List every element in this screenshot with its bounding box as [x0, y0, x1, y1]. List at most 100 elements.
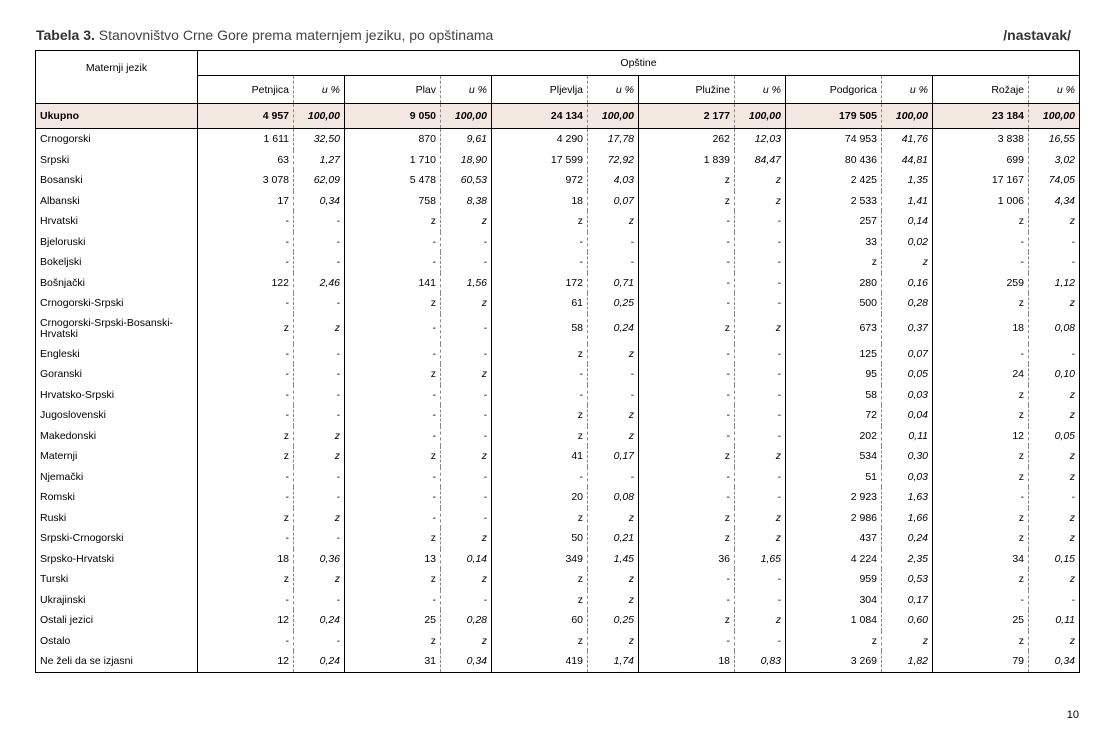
table-row: Turski z z z z z z - -959 0,53 z z: [36, 569, 1080, 590]
cell: -: [293, 211, 345, 232]
cell: 3 838: [932, 128, 1029, 150]
cell: 41,76: [881, 128, 933, 150]
group-header: Opštine: [197, 50, 1080, 76]
cell: z: [932, 211, 1029, 232]
cell: 80 436: [785, 149, 882, 170]
cell: -: [734, 343, 786, 364]
cell: 259: [932, 272, 1029, 293]
cell: 0,17: [881, 589, 933, 610]
cell: -: [638, 569, 735, 590]
cell: -: [293, 405, 345, 426]
cell: 0,24: [587, 313, 639, 344]
cell: z: [1028, 211, 1080, 232]
cell: z: [440, 528, 492, 549]
cell: z: [197, 569, 294, 590]
cell: 0,25: [587, 293, 639, 314]
cell: 0,11: [1028, 610, 1080, 631]
cell: z: [587, 589, 639, 610]
cell: z: [1028, 446, 1080, 467]
table-row: Ne želi da se izjasni 12 0,24 31 0,34 419 1,74…: [36, 651, 1080, 672]
row-label: Njemački: [40, 470, 84, 483]
cell: -: [440, 466, 492, 487]
cell: 141: [344, 272, 441, 293]
cell: 0,60: [881, 610, 933, 631]
cell: z: [587, 405, 639, 426]
cell: 0,04: [881, 405, 933, 426]
table-row: Ostalo - - z z z z - - z z z z: [36, 630, 1080, 651]
cell: 1 084: [785, 610, 882, 631]
cell: z: [1028, 466, 1080, 487]
row-label: Ukupno: [35, 103, 198, 129]
data-table: Maternji jezik Opštine Petnjica u % Plav u …: [35, 50, 1080, 673]
table-row: Srpski 63 1,27 1 710 18,90 17 599 72,92 1 839 84…: [36, 149, 1080, 170]
cell: -: [344, 425, 441, 446]
cell: 18: [197, 548, 294, 569]
logo: [30, 0, 60, 6]
table-row: Hrvatsko-Srpski - - - - - - - -58 0,03 z z: [36, 384, 1080, 405]
table-row: Crnogorski 1 611 32,50 870 9,61 4 290 17,78 262…: [36, 128, 1080, 150]
cell: -: [1028, 343, 1080, 364]
cell: -: [293, 589, 345, 610]
cell: -: [491, 252, 588, 273]
cell: 304: [785, 589, 882, 610]
cell: 51: [785, 466, 882, 487]
cell: -: [1028, 589, 1080, 610]
cell: 9,61: [440, 128, 492, 150]
cell: z: [587, 211, 639, 232]
cell: z: [1028, 405, 1080, 426]
cell: 61: [491, 293, 588, 314]
row-label: Jugoslovenski: [40, 409, 106, 422]
cell: 36: [638, 548, 735, 569]
row-label: Crnogorski: [40, 133, 91, 146]
cell: 58: [785, 384, 882, 405]
cell: 972: [491, 170, 588, 191]
column-header: u %: [734, 75, 786, 104]
cell: z: [587, 569, 639, 590]
cell: z: [491, 507, 588, 528]
cell: -: [587, 231, 639, 252]
cell: -: [440, 487, 492, 508]
cell: 1,63: [881, 487, 933, 508]
cell: 500: [785, 293, 882, 314]
cell: 172: [491, 272, 588, 293]
table-row: Maternji z z z z 41 0,17 z z 534 0,30 z z: [36, 446, 1080, 467]
cell: 33: [785, 231, 882, 252]
column-header: Plav: [344, 75, 441, 104]
cell: 63: [197, 149, 294, 170]
cell: 699: [932, 149, 1029, 170]
cell: -: [932, 343, 1029, 364]
cell: z: [638, 610, 735, 631]
cell: 34: [932, 548, 1029, 569]
cell: -: [932, 231, 1029, 252]
cell: 100,00: [881, 103, 933, 129]
cell: 9 050: [344, 103, 441, 129]
cell: 12,03: [734, 128, 786, 150]
table-row: Ukupno 4 957 100,00 9 050 100,00 24 134 100,00…: [35, 103, 1080, 129]
cell: -: [293, 293, 345, 314]
cell: z: [932, 446, 1029, 467]
cell: 0,24: [293, 610, 345, 631]
cell: z: [734, 446, 786, 467]
cell: 0,36: [293, 548, 345, 569]
cell: 2 533: [785, 190, 882, 211]
cell: 0,24: [881, 528, 933, 549]
cell: 0,16: [881, 272, 933, 293]
cell: z: [197, 313, 294, 344]
cell: -: [734, 487, 786, 508]
row-label: Srpski: [40, 153, 70, 166]
cell: 758: [344, 190, 441, 211]
row-label: Srpski-Crnogorski: [40, 532, 124, 545]
cell: -: [734, 231, 786, 252]
cell: z: [344, 630, 441, 651]
cell: z: [734, 313, 786, 344]
cell: -: [440, 507, 492, 528]
cell: -: [932, 252, 1029, 273]
cell: z: [734, 528, 786, 549]
cell: z: [344, 528, 441, 549]
row-label: Srpsko-Hrvatski: [40, 552, 115, 565]
cell: 0,05: [881, 364, 933, 385]
cell: 100,00: [734, 103, 786, 129]
cell: 72,92: [587, 149, 639, 170]
table-row: Engleski - - - - z z - -125 0,07- -: [36, 343, 1080, 364]
cell: z: [638, 507, 735, 528]
